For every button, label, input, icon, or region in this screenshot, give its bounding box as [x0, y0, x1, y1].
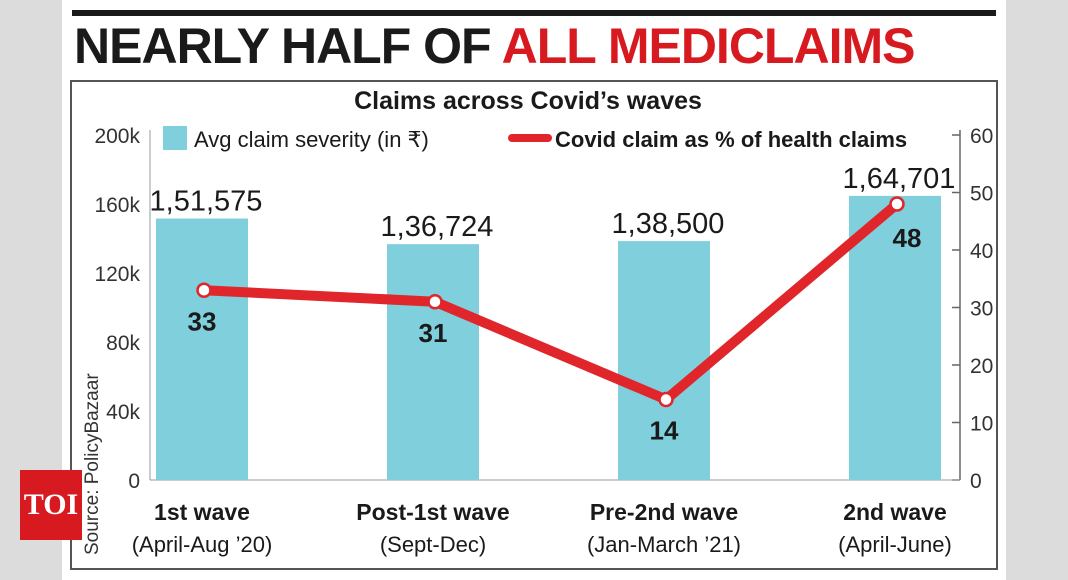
x-category-sublabel: (Jan-March ’21): [587, 532, 741, 557]
x-category-sublabel: (April-June): [838, 532, 952, 557]
line-value-label: 48: [893, 223, 922, 253]
y-left-tick-label: 200k: [94, 125, 140, 148]
line-value-label: 14: [650, 416, 679, 446]
line-value-label: 31: [419, 318, 448, 348]
line-point: [889, 196, 905, 212]
y-left-tick-label: 160k: [94, 194, 140, 217]
headline: NEARLY HALF OF ALL MEDICLAIMS: [74, 14, 974, 78]
bar-value-label: 1,36,724: [381, 211, 494, 243]
headline-part-2: ALL MEDICLAIMS: [501, 18, 916, 74]
y-right-tick-label: 50: [970, 183, 993, 206]
bar: [618, 241, 710, 480]
source-note: Source: PolicyBazaar: [82, 373, 103, 555]
x-category-sublabel: (Sept-Dec): [380, 532, 486, 557]
y-left-tick-label: 120k: [94, 263, 140, 286]
y-right-tick-label: 20: [970, 355, 993, 378]
headline-part-1: NEARLY HALF OF: [74, 18, 502, 74]
top-rule: [72, 10, 996, 16]
legend-line-label: Covid claim as % of health claims: [555, 127, 907, 152]
x-category-label: 1st wave: [154, 499, 250, 525]
background-right: [1006, 0, 1068, 580]
bar-value-label: 1,38,500: [612, 208, 725, 240]
y-right-tick-label: 10: [970, 413, 993, 436]
line-point: [427, 294, 443, 310]
legend-bar-label: Avg claim severity (in ₹): [194, 127, 429, 152]
x-category-label: Pre-2nd wave: [590, 499, 738, 525]
bar-value-label: 1,51,575: [150, 186, 263, 218]
line-point: [196, 282, 212, 298]
bar: [849, 195, 941, 480]
chart-frame: [70, 80, 998, 570]
x-category-sublabel: (April-Aug ’20): [132, 532, 273, 557]
y-left-tick-label: 80k: [106, 332, 140, 355]
y-right-tick-label: 60: [970, 125, 993, 148]
chart-title: Claims across Covid’s waves: [354, 87, 702, 115]
x-category-label: Post-1st wave: [356, 499, 509, 525]
y-right-tick-label: 30: [970, 298, 993, 321]
legend-bar-swatch: [163, 126, 187, 150]
line-value-label: 33: [188, 306, 217, 336]
bar-value-label: 1,64,701: [843, 163, 956, 195]
y-left-tick-label: 0: [128, 470, 140, 493]
bar: [387, 244, 479, 480]
y-right-tick-label: 40: [970, 240, 993, 263]
toi-badge: TOI: [20, 470, 82, 540]
covid-share-line: [199, 199, 902, 405]
y-left-tick-label: 40k: [106, 401, 140, 424]
line-point: [658, 391, 674, 408]
x-category-label: 2nd wave: [843, 499, 947, 525]
bar: [156, 218, 248, 480]
y-right-tick-label: 0: [970, 470, 982, 493]
